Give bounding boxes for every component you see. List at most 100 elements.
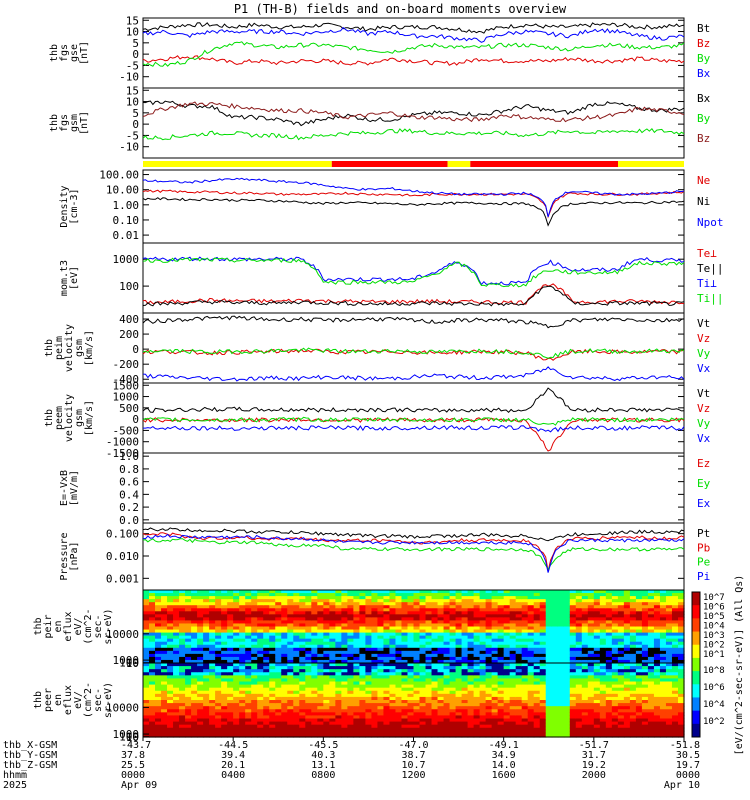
spectrogram-cell [545, 730, 553, 735]
spectrogram-cell [233, 672, 240, 676]
spectrogram-cell [143, 724, 150, 729]
spectrogram-cell [203, 623, 210, 628]
spectrogram-cell [251, 703, 258, 707]
spectrogram-cell [317, 666, 324, 670]
spectrogram-cell [293, 620, 300, 625]
spectrogram-cell [611, 593, 619, 597]
spectrogram-cell [407, 602, 415, 606]
spectrogram-cell [281, 653, 288, 658]
spectrogram-cell [623, 650, 631, 655]
spectrogram-cell [641, 620, 649, 625]
spectrogram-cell [533, 684, 541, 689]
spectrogram-cell [569, 703, 577, 707]
spectrogram-cell [353, 626, 360, 631]
spectrogram-cell [371, 632, 379, 637]
spectrogram-cell [437, 602, 445, 606]
legend-entry: Vy [697, 417, 711, 430]
spectrogram-cell [179, 602, 186, 606]
spectrogram-cell [677, 650, 685, 655]
spectrogram-cell [389, 709, 397, 713]
spectrogram-cell [383, 632, 391, 637]
spectrogram-cell [233, 715, 240, 720]
spectrogram-cell [581, 647, 589, 652]
spectrogram-cell [245, 703, 252, 707]
spectrogram-cell [467, 623, 475, 628]
spectrogram-cell [473, 681, 481, 686]
spectrogram-cell [497, 653, 505, 658]
spectrogram-cell [575, 599, 583, 603]
spectrogram-cell [443, 721, 451, 726]
y-axis-label: [mV/m] [69, 470, 80, 506]
spectrogram-cell [341, 712, 348, 717]
spectrogram-cell [479, 684, 487, 689]
y-tick-label: 0.100 [106, 528, 139, 541]
spectrogram-cell [305, 721, 312, 726]
spectrogram-cell [431, 727, 439, 732]
spectrogram-cell [239, 644, 246, 649]
x-axis-value: 1200 [401, 770, 425, 781]
spectrogram-cell [545, 659, 553, 664]
spectrogram-cell [191, 730, 198, 735]
spectrogram-cell [557, 663, 565, 667]
spectrogram-cell [143, 614, 150, 618]
spectrogram-cell [287, 703, 294, 707]
spectrogram-cell [515, 605, 523, 609]
spectrogram-cell [227, 663, 234, 667]
spectrogram-cell [503, 617, 511, 622]
spectrogram-cell [191, 718, 198, 723]
spectrogram-cell [263, 659, 270, 664]
spectrogram-cell [527, 693, 535, 698]
x-axis-value: -51.8 [670, 740, 700, 751]
spectrogram-cell [407, 669, 415, 673]
spectrogram-cell [233, 706, 240, 710]
spectrogram-cell [623, 656, 631, 661]
spectrogram-cell [509, 608, 517, 612]
spectrogram-cell [425, 650, 433, 655]
spectrogram-cell [527, 650, 535, 655]
spectrogram-cell [455, 644, 463, 649]
spectrogram-cell [521, 617, 529, 622]
spectrogram-cell [443, 644, 451, 649]
spectrogram-cell [149, 700, 156, 704]
spectrogram-cell [197, 650, 204, 655]
spectrogram-cell [215, 712, 222, 717]
spectrogram-cell [617, 696, 625, 701]
spectrogram-cell [503, 669, 511, 673]
spectrogram-cell [515, 623, 523, 628]
y-axis-label: eV/ [73, 691, 84, 709]
spectrogram-cell [371, 641, 379, 646]
spectrogram-cell [395, 617, 403, 622]
spectrogram-cell [473, 733, 481, 738]
series-line-Ti⊥ [142, 256, 685, 286]
spectrogram-cell [467, 684, 475, 689]
spectrogram-cell [221, 611, 228, 615]
spectrogram-cell [269, 638, 276, 643]
spectrogram-cell [293, 596, 300, 600]
spectrogram-cell [671, 605, 679, 609]
spectrogram-cell [329, 693, 336, 698]
spectrogram-cell [359, 593, 367, 597]
mode-segment [143, 161, 332, 167]
spectrogram-cell [599, 614, 607, 618]
spectrogram-cell [473, 650, 481, 655]
series-line-Pb [142, 532, 685, 572]
spectrogram-cell [371, 602, 379, 606]
spectrogram-cell [665, 626, 673, 631]
spectrogram-cell [233, 650, 240, 655]
spectrogram-cell [437, 644, 445, 649]
spectrogram-cell [449, 724, 457, 729]
spectrogram-cell [527, 623, 535, 628]
spectrogram-cell [635, 590, 643, 594]
spectrogram-cell [335, 706, 342, 710]
spectrogram-cell [575, 620, 583, 625]
spectrogram-cell [443, 653, 451, 658]
spectrogram-cell [545, 617, 553, 622]
spectrogram-cell [329, 635, 336, 640]
spectrogram-cell [509, 690, 517, 695]
spectrogram-cell [653, 727, 661, 732]
spectrogram-cell [287, 626, 294, 631]
spectrogram-cell [635, 684, 643, 689]
spectrogram-cell [407, 700, 415, 704]
spectrogram-cell [281, 712, 288, 717]
